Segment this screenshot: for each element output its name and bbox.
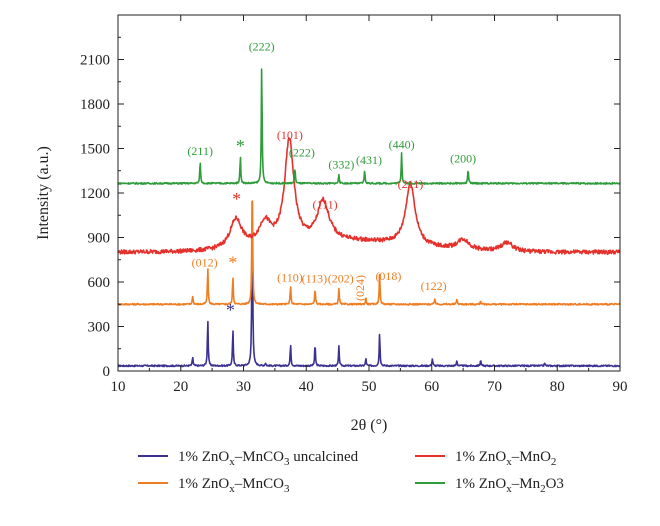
legend-label: 1% ZnOx–MnCO3 <box>178 476 290 495</box>
plot-frame <box>117 14 621 372</box>
y-tick-label: 1200 <box>80 186 110 202</box>
x-tick-label: 30 <box>236 379 251 395</box>
peak-miller-index: (431) <box>356 153 382 167</box>
x-tick-label: 70 <box>487 379 502 395</box>
y-tick-label: 1800 <box>80 97 110 113</box>
peak-miller-index: (110) <box>277 270 303 284</box>
y-tick-label: 0 <box>103 364 111 380</box>
peak-miller-index: (024) <box>353 275 367 301</box>
peak-miller-index: (211) <box>187 144 213 158</box>
x-axis-title: 2θ (°) <box>351 417 388 434</box>
peak-miller-index: (200) <box>450 152 476 166</box>
x-tick-label: 80 <box>550 379 565 395</box>
series-line-1 <box>117 200 621 306</box>
x-tick-label: 60 <box>424 379 439 395</box>
series-line-2 <box>117 137 621 255</box>
peak-miller-index: (222) <box>289 146 315 160</box>
x-tick-label: 40 <box>299 379 314 395</box>
peak-miller-index: (202) <box>328 272 354 286</box>
annotation-layer: (222) (211) * (101) (222) (332) (431) (440) (200… <box>187 40 476 321</box>
peak-miller-index: (122) <box>421 279 447 293</box>
peak-star-marker: * <box>226 300 235 320</box>
legend-label: 1% ZnOx–MnO2 <box>455 449 556 468</box>
y-tick-label: 2100 <box>80 53 110 69</box>
series-line-3 <box>117 68 621 185</box>
peak-star-marker: * <box>236 136 245 156</box>
x-tick-label: 10 <box>111 379 126 395</box>
y-tick-label: 600 <box>88 275 111 291</box>
legend: 1% ZnOx–MnCO3 uncalcined 1% ZnOx–MnO2 1% Z… <box>138 449 564 495</box>
peak-miller-index: (113) <box>302 272 328 286</box>
peak-star-marker: * <box>228 253 237 273</box>
peak-miller-index: (012) <box>192 255 218 269</box>
y-tick-label: 300 <box>88 320 111 336</box>
y-tick-label: 1500 <box>80 142 110 158</box>
axes-layer: 10 20 30 40 50 60 70 80 900300600900120015001800… <box>35 14 628 434</box>
x-tick-label: 20 <box>173 379 188 395</box>
x-tick-label: 90 <box>613 379 628 395</box>
peak-miller-index: (332) <box>328 158 354 172</box>
series-layer <box>117 68 621 368</box>
series-line-0 <box>117 218 621 368</box>
legend-label: 1% ZnOx–Mn2O3 <box>455 476 564 495</box>
legend-label: 1% ZnOx–MnCO3 uncalcined <box>178 449 359 468</box>
peak-miller-index: (101) <box>277 128 303 142</box>
peak-miller-index: (018) <box>375 269 401 283</box>
peak-miller-index: (211) <box>398 177 424 191</box>
x-tick-label: 50 <box>362 379 377 395</box>
peak-star-marker: * <box>232 189 241 209</box>
peak-miller-index: (222) <box>249 40 275 54</box>
y-tick-label: 900 <box>88 231 111 247</box>
peak-miller-index: (111) <box>313 198 338 212</box>
y-axis-title: Intensity (a.u.) <box>35 146 52 240</box>
peak-miller-index: (440) <box>389 138 415 152</box>
